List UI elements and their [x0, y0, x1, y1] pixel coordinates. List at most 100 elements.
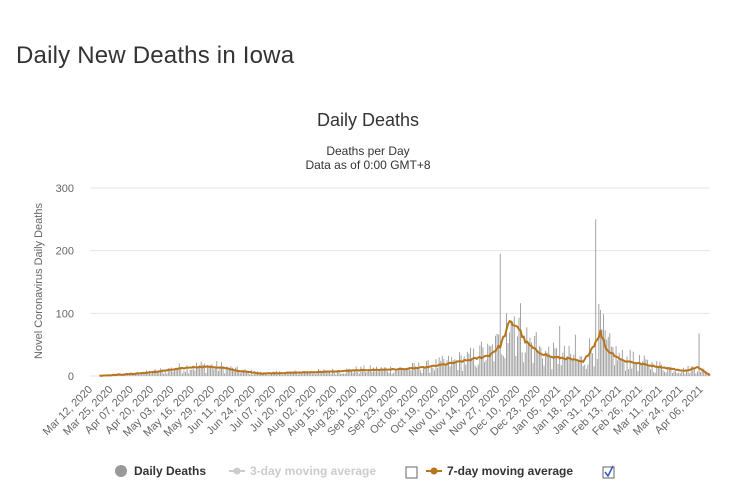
- daily-deaths-bar[interactable]: [537, 352, 539, 376]
- daily-deaths-bar[interactable]: [441, 355, 443, 376]
- daily-deaths-bar[interactable]: [213, 369, 215, 376]
- daily-deaths-bar[interactable]: [495, 335, 496, 376]
- daily-deaths-bar[interactable]: [709, 375, 711, 376]
- daily-deaths-bar[interactable]: [208, 366, 210, 376]
- daily-deaths-bar[interactable]: [698, 333, 700, 376]
- daily-deaths-bar[interactable]: [419, 370, 421, 376]
- daily-deaths-bar[interactable]: [181, 373, 183, 376]
- daily-deaths-bar[interactable]: [521, 352, 523, 376]
- daily-deaths-bar[interactable]: [642, 361, 644, 376]
- daily-deaths-bar[interactable]: [451, 357, 453, 376]
- daily-deaths-bar[interactable]: [255, 372, 257, 376]
- daily-deaths-bar[interactable]: [230, 366, 232, 376]
- daily-deaths-bar[interactable]: [402, 367, 404, 376]
- daily-deaths-bar[interactable]: [670, 366, 672, 376]
- daily-deaths-bar[interactable]: [557, 364, 559, 376]
- daily-deaths-bar[interactable]: [185, 371, 186, 376]
- daily-deaths-bar[interactable]: [385, 367, 387, 376]
- daily-deaths-bar[interactable]: [460, 355, 462, 376]
- daily-deaths-bar[interactable]: [416, 368, 418, 376]
- daily-deaths-bar[interactable]: [377, 371, 379, 376]
- daily-deaths-bar[interactable]: [578, 360, 579, 376]
- legend-item-7day-ma[interactable]: 7-day moving average: [426, 464, 615, 479]
- daily-deaths-bar[interactable]: [341, 373, 343, 376]
- daily-deaths-bar[interactable]: [496, 333, 498, 376]
- daily-deaths-bar[interactable]: [473, 348, 475, 376]
- daily-deaths-bar[interactable]: [261, 374, 263, 376]
- daily-deaths-bar[interactable]: [587, 364, 589, 376]
- daily-deaths-bar[interactable]: [393, 372, 395, 376]
- daily-deaths-bar[interactable]: [459, 352, 460, 376]
- daily-deaths-bar[interactable]: [177, 369, 179, 376]
- daily-deaths-bar[interactable]: [408, 367, 410, 376]
- daily-deaths-bar[interactable]: [371, 371, 373, 376]
- daily-deaths-bar[interactable]: [632, 351, 634, 376]
- daily-deaths-bar[interactable]: [690, 366, 692, 376]
- daily-deaths-bar[interactable]: [211, 364, 213, 376]
- daily-deaths-bar[interactable]: [592, 353, 594, 376]
- daily-deaths-bar[interactable]: [549, 357, 551, 376]
- daily-deaths-bar[interactable]: [491, 344, 493, 376]
- daily-deaths-bar[interactable]: [222, 366, 224, 376]
- daily-deaths-bar[interactable]: [286, 371, 288, 376]
- daily-deaths-bar[interactable]: [310, 372, 312, 376]
- daily-deaths-bar[interactable]: [626, 356, 628, 376]
- daily-deaths-bar[interactable]: [443, 358, 445, 376]
- daily-deaths-bar[interactable]: [158, 370, 160, 376]
- daily-deaths-bar[interactable]: [138, 374, 139, 376]
- daily-deaths-bar[interactable]: [681, 372, 683, 376]
- daily-deaths-bar[interactable]: [656, 361, 658, 376]
- daily-deaths-bar[interactable]: [623, 360, 625, 376]
- daily-deaths-bar[interactable]: [291, 372, 293, 376]
- daily-deaths-bar[interactable]: [196, 362, 197, 376]
- daily-deaths-bar[interactable]: [300, 373, 302, 376]
- daily-deaths-bar[interactable]: [221, 362, 222, 376]
- daily-deaths-bar[interactable]: [321, 371, 323, 376]
- daily-deaths-bar[interactable]: [297, 374, 299, 376]
- daily-deaths-bar[interactable]: [515, 356, 517, 376]
- daily-deaths-bar[interactable]: [563, 345, 565, 376]
- daily-deaths-bar[interactable]: [421, 372, 423, 376]
- daily-deaths-bar[interactable]: [152, 372, 154, 376]
- daily-deaths-bar[interactable]: [490, 346, 492, 376]
- daily-deaths-bar[interactable]: [235, 367, 237, 376]
- daily-deaths-bar[interactable]: [532, 362, 534, 376]
- daily-deaths-bar[interactable]: [661, 364, 662, 376]
- daily-deaths-bar[interactable]: [258, 373, 260, 376]
- daily-deaths-bar[interactable]: [170, 367, 172, 376]
- daily-deaths-bar[interactable]: [504, 358, 506, 376]
- legend-item-daily-deaths[interactable]: Daily Deaths: [115, 464, 206, 478]
- daily-deaths-bar[interactable]: [560, 365, 562, 376]
- daily-deaths-bar[interactable]: [311, 373, 313, 376]
- daily-deaths-bar[interactable]: [192, 367, 194, 376]
- daily-deaths-bar[interactable]: [282, 375, 284, 376]
- daily-deaths-bar[interactable]: [141, 373, 143, 376]
- daily-deaths-bar[interactable]: [125, 374, 127, 376]
- daily-deaths-bar[interactable]: [524, 352, 526, 376]
- daily-deaths-bar[interactable]: [163, 373, 165, 376]
- daily-deaths-bar[interactable]: [484, 362, 485, 376]
- daily-deaths-bar[interactable]: [343, 373, 345, 376]
- daily-deaths-bar[interactable]: [368, 368, 370, 376]
- daily-deaths-bar[interactable]: [562, 352, 564, 376]
- daily-deaths-bar[interactable]: [200, 361, 202, 376]
- daily-deaths-bar[interactable]: [330, 373, 332, 376]
- daily-deaths-bar[interactable]: [264, 373, 266, 376]
- daily-deaths-bar[interactable]: [227, 366, 229, 376]
- daily-deaths-bar[interactable]: [127, 374, 129, 376]
- daily-deaths-bar[interactable]: [404, 370, 406, 376]
- daily-deaths-bar[interactable]: [538, 346, 540, 376]
- daily-deaths-bar[interactable]: [476, 367, 478, 376]
- daily-deaths-bar[interactable]: [307, 371, 309, 376]
- daily-deaths-bar[interactable]: [325, 372, 327, 376]
- daily-deaths-bar[interactable]: [665, 372, 667, 376]
- daily-deaths-bar[interactable]: [667, 366, 669, 376]
- daily-deaths-bar[interactable]: [293, 371, 294, 376]
- daily-deaths-bar[interactable]: [446, 360, 448, 376]
- daily-deaths-bar[interactable]: [252, 374, 254, 376]
- daily-deaths-bar[interactable]: [518, 317, 520, 376]
- daily-deaths-bar[interactable]: [675, 371, 677, 376]
- daily-deaths-bar[interactable]: [556, 348, 558, 376]
- daily-deaths-bar[interactable]: [455, 360, 457, 376]
- daily-deaths-bar[interactable]: [150, 373, 152, 376]
